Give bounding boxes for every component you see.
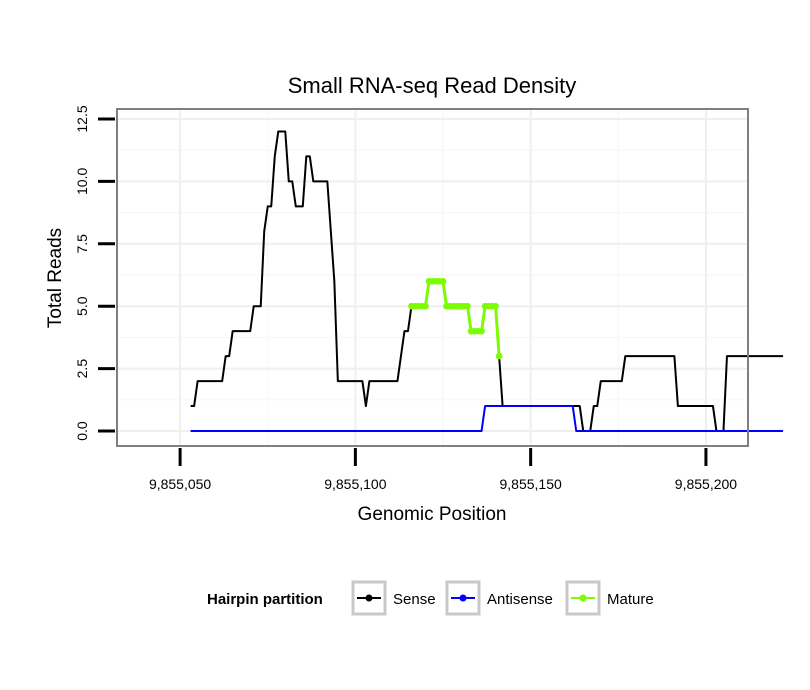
series-point-mature: [495, 352, 503, 360]
chart-title: Small RNA-seq Read Density: [288, 73, 577, 98]
series-line-antisense: [190, 405, 784, 433]
series-point-mature: [478, 327, 485, 335]
legend-label-mature: Mature: [607, 591, 654, 608]
legend-label-sense: Sense: [393, 591, 436, 608]
x-axis-title: Genomic Position: [358, 504, 507, 525]
series-point-mature: [439, 277, 447, 285]
series-line-sense: [190, 130, 784, 433]
y-tick-label: 10.0: [74, 168, 90, 195]
y-axis-title: Total Reads: [45, 228, 66, 328]
x-tick-label: 9,855,200: [675, 476, 737, 492]
series-point-mature: [492, 302, 499, 310]
series-point-mature: [422, 302, 429, 310]
legend-item-antisense: Antisense: [445, 580, 553, 616]
legend-item-mature: Mature: [565, 580, 654, 616]
legend-key-sense-dot: [365, 594, 373, 602]
series-point-mature: [464, 302, 471, 310]
x-tick-label: 9,855,100: [324, 476, 386, 492]
legend-title: Hairpin partition: [207, 591, 323, 608]
x-tick-label: 9,855,150: [500, 476, 562, 492]
legend-item-sense: Sense: [351, 580, 436, 616]
legend: Hairpin partition Sense Antisense Mature: [207, 580, 654, 616]
legend-label-antisense: Antisense: [487, 591, 553, 608]
y-tick-label: 12.5: [74, 105, 90, 132]
plot-panel-border: [116, 108, 749, 447]
y-tick-label: 7.5: [74, 234, 90, 254]
legend-key-mature-dot: [579, 594, 587, 602]
y-tick-label: 2.5: [74, 359, 90, 379]
y-tick-label: 0.0: [74, 421, 90, 441]
y-tick-label: 5.0: [74, 296, 90, 316]
axis-layer: 9,855,050 9,855,100 9,855,150 9,855,200 0.0 2…: [74, 105, 737, 492]
legend-key-antisense-dot: [459, 594, 467, 602]
x-tick-label: 9,855,050: [149, 476, 211, 492]
series-layer: [190, 130, 784, 433]
